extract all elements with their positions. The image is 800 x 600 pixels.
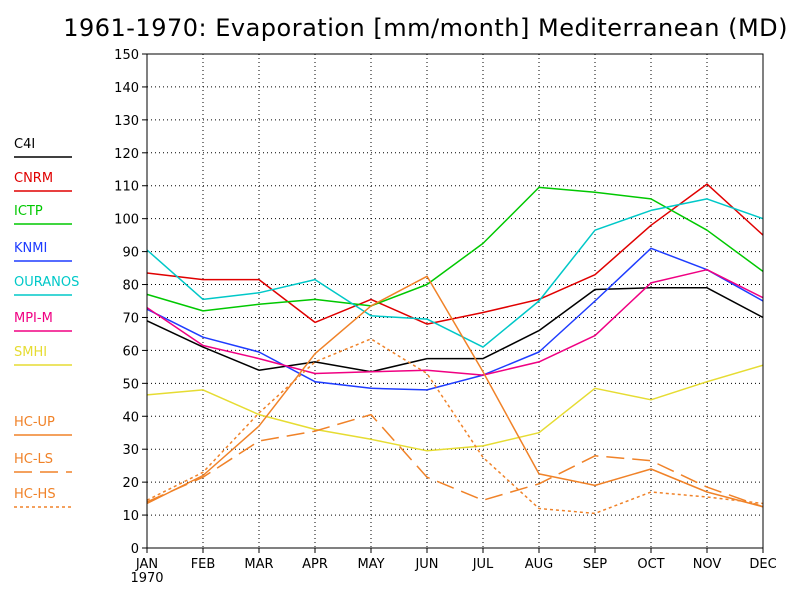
y-tick-label: 10 xyxy=(122,509,139,524)
legend-label-mpi-m: MPI-M xyxy=(14,311,53,326)
y-tick-label: 110 xyxy=(114,180,139,195)
y-tick-label: 130 xyxy=(114,114,139,129)
x-year-label: 1970 xyxy=(130,571,163,586)
y-tick-label: 80 xyxy=(122,279,139,294)
x-tick-label: SEP xyxy=(583,557,607,572)
legend-label-cnrm: CNRM xyxy=(14,171,53,186)
legend-label-ictp: ICTP xyxy=(14,204,43,219)
series-line-knmi xyxy=(146,247,764,391)
series-line-c4i xyxy=(146,287,764,373)
y-tick-labels: 0 10 20 30 40 50 60 70 80 90 100 110 120 130 140 150 xyxy=(114,48,139,557)
grid-lines xyxy=(147,54,763,548)
y-tick-label: 90 xyxy=(122,246,139,261)
plot-frame xyxy=(146,53,764,549)
x-tick-label: FEB xyxy=(191,557,216,572)
y-tick-label: 60 xyxy=(122,344,139,359)
x-tick-label: APR xyxy=(302,557,328,572)
series-line-smhi xyxy=(146,364,764,452)
series-line-hc-ls xyxy=(146,413,764,508)
y-tick-label: 50 xyxy=(122,377,139,392)
axes xyxy=(142,53,764,553)
legend-label-hc-ls: HC-LS xyxy=(14,452,53,467)
legend: C4I CNRM ICTP KNMI OURANOS MPI-M SMHI HC-UP HC-L… xyxy=(14,137,79,508)
y-tick-label: 150 xyxy=(114,48,139,63)
x-tick-labels: JAN FEB MAR APR MAY JUN JUL AUG SEP OCT NOV DEC 1970 xyxy=(130,557,776,586)
legend-label-hc-hs: HC-HS xyxy=(14,487,56,502)
y-tick-label: 30 xyxy=(122,443,139,458)
y-tick-label: 70 xyxy=(122,311,139,326)
y-tick-label: 40 xyxy=(122,410,139,425)
series-line-hc-hs xyxy=(146,338,764,515)
x-tick-label: MAY xyxy=(357,557,384,572)
x-tick-label: OCT xyxy=(637,557,664,572)
series-lines xyxy=(146,183,764,515)
legend-label-ouranos: OURANOS xyxy=(14,275,79,290)
chart-title: 1961-1970: Evaporation [mm/month] Medite… xyxy=(63,14,788,42)
x-tick-label: JAN xyxy=(135,557,158,572)
x-tick-label: AUG xyxy=(525,557,553,572)
y-tick-label: 0 xyxy=(131,542,139,557)
y-tick-label: 120 xyxy=(114,147,139,162)
x-tick-label: DEC xyxy=(749,557,776,572)
x-tick-label: MAR xyxy=(244,557,273,572)
legend-label-hc-up: HC-UP xyxy=(14,415,55,430)
series-line-cnrm xyxy=(146,183,764,325)
series-line-ictp xyxy=(146,186,764,312)
x-tick-label: JUN xyxy=(414,557,438,572)
x-tick-label: JUL xyxy=(472,557,494,572)
legend-label-smhi: SMHI xyxy=(14,345,47,360)
x-tick-label: NOV xyxy=(693,557,722,572)
legend-label-c4i: C4I xyxy=(14,137,35,152)
series-line-hc-up xyxy=(146,275,764,508)
y-tick-label: 100 xyxy=(114,213,139,228)
legend-label-knmi: KNMI xyxy=(14,241,47,256)
series-line-ouranos xyxy=(146,198,764,348)
y-tick-label: 140 xyxy=(114,81,139,96)
series-line-mpi-m xyxy=(146,268,764,376)
y-tick-label: 20 xyxy=(122,476,139,491)
